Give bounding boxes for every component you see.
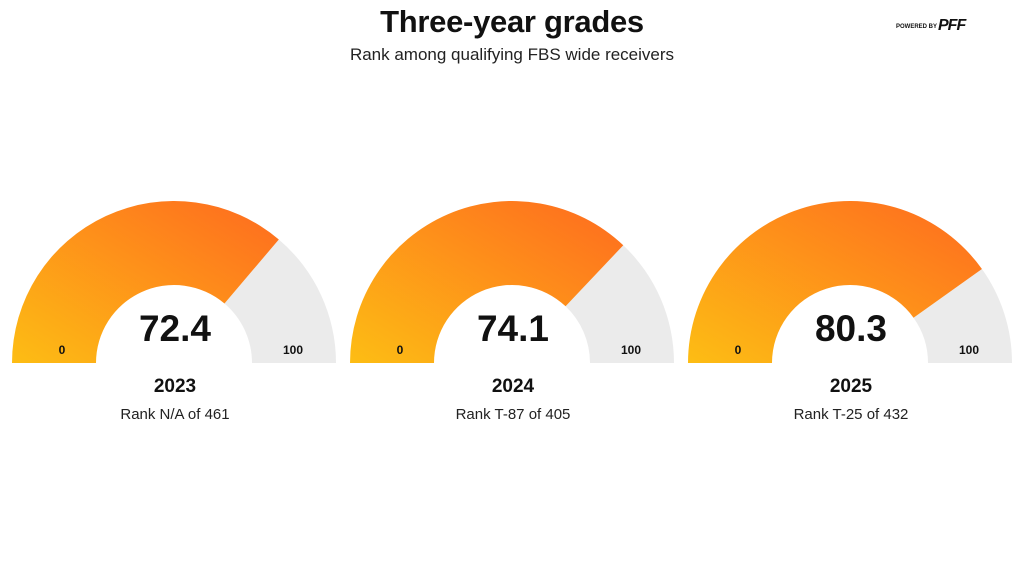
gauge-value: 72.4 [138, 308, 211, 349]
gauge-max-label: 100 [620, 343, 642, 357]
gauge-year: 2024 [491, 376, 535, 397]
gauge-fill [12, 200, 279, 363]
gauge-min-label: 0 [396, 343, 404, 357]
gauge-2023: 72.4 0 100 2023 Rank N/A of 461 [12, 198, 338, 438]
gauge-year: 2025 [829, 376, 873, 397]
gauge-track [913, 269, 1012, 363]
gauge-max-label: 100 [282, 343, 304, 357]
gauge-track [565, 245, 674, 363]
gauge-rank: Rank T-87 of 405 [455, 406, 571, 423]
gauge-2025: 80.3 0 100 2025 Rank T-25 of 432 [688, 198, 1014, 438]
gauge-svg [350, 201, 674, 363]
gauge-rank: Rank N/A of 461 [120, 406, 230, 423]
gauge-max-label: 100 [958, 343, 980, 357]
gauge-min-label: 0 [58, 343, 66, 357]
gauge-rank: Rank T-25 of 432 [793, 406, 909, 423]
powered-by-label: POWERED BY [896, 24, 937, 30]
gauge-svg [688, 201, 1012, 363]
chart-subtitle: Rank among qualifying FBS wide receivers [349, 45, 675, 64]
gauge-svg [12, 200, 336, 363]
gauge-value: 74.1 [476, 308, 549, 349]
gauge-value: 80.3 [814, 308, 887, 349]
gauge-fill [350, 201, 624, 363]
gauge-track [224, 239, 336, 363]
pff-logo: POWERED BY PFF [896, 17, 968, 34]
gauge-min-label: 0 [734, 343, 742, 357]
gauge-2024: 74.1 0 100 2024 Rank T-87 of 405 [350, 198, 676, 438]
pff-wordmark: PFF [938, 17, 967, 34]
gauge-fill [688, 201, 982, 363]
chart-title: Three-year grades [380, 4, 644, 39]
gauge-year: 2023 [153, 376, 197, 397]
